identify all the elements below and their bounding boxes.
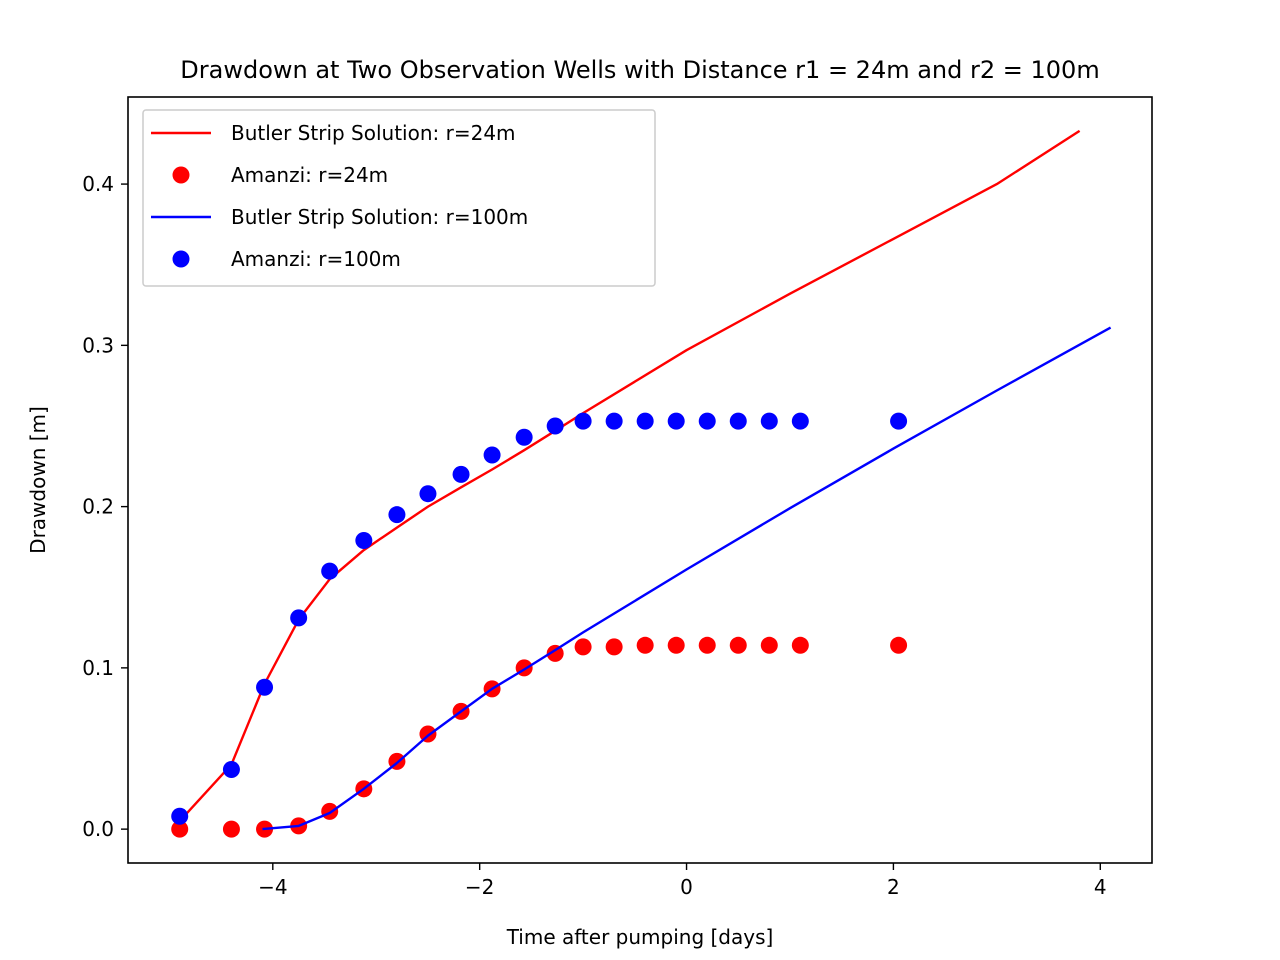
x-tick-label: 0: [680, 875, 693, 899]
scatter-series-3-point: [791, 412, 809, 430]
scatter-series-3-point: [388, 506, 406, 524]
y-tick-label: 0.0: [82, 817, 114, 841]
scatter-series-1-point: [321, 802, 339, 820]
scatter-series-3-point: [760, 412, 778, 430]
scatter-series-1-point: [222, 820, 240, 838]
legend: Butler Strip Solution: r=24m Amanzi: r=24…: [142, 109, 656, 287]
scatter-series-3-point: [636, 412, 654, 430]
x-tick-label: −4: [258, 875, 287, 899]
scatter-series-3-point: [222, 760, 240, 778]
y-tick-label: 0.2: [82, 495, 114, 519]
scatter-series-1-point: [605, 638, 623, 656]
line-series-0-line: [178, 129, 1081, 822]
scatter-series-3-point: [515, 428, 533, 446]
scatter-series-1-point: [760, 636, 778, 654]
scatter-series-3-point: [171, 807, 189, 825]
scatter-series-3-point: [452, 465, 470, 483]
scatter-series-1-point: [636, 636, 654, 654]
legend-label: Amanzi: r=100m: [231, 247, 401, 271]
legend-label: Amanzi: r=24m: [231, 163, 388, 187]
y-tick-label: 0.4: [82, 172, 114, 196]
scatter-series-3-point: [667, 412, 685, 430]
scatter-series-3-point: [729, 412, 747, 430]
x-axis-label: Time after pumping [days]: [506, 925, 774, 949]
scatter-series-1-point: [698, 636, 716, 654]
scatter-series-3-point: [483, 446, 501, 464]
legend-label: Butler Strip Solution: r=100m: [231, 205, 528, 229]
legend-marker-swatch: [172, 250, 190, 268]
series-layer: [171, 129, 1112, 838]
scatter-series-1-point: [667, 636, 685, 654]
scatter-series-3-point: [605, 412, 623, 430]
scatter-series-1-point: [546, 644, 564, 662]
legend-marker-swatch: [172, 166, 190, 184]
x-tick-label: 2: [887, 875, 900, 899]
scatter-series-3-point: [890, 412, 908, 430]
x-axis: −4 −2 0 2 4: [258, 863, 1107, 899]
scatter-series-3-point: [419, 485, 437, 503]
scatter-series-3-point: [546, 417, 564, 435]
y-axis: 0.0 0.1 0.2 0.3 0.4: [82, 172, 128, 841]
y-tick-label: 0.3: [82, 333, 114, 357]
y-axis-label: Drawdown [m]: [26, 406, 50, 554]
scatter-series-1-point: [574, 638, 592, 656]
scatter-series-1-point: [729, 636, 747, 654]
scatter-series-3-point: [321, 562, 339, 580]
chart-title: Drawdown at Two Observation Wells with D…: [180, 56, 1099, 84]
y-tick-label: 0.1: [82, 656, 114, 680]
scatter-series-1-point: [890, 636, 908, 654]
x-tick-label: −2: [465, 875, 494, 899]
x-tick-label: 4: [1094, 875, 1107, 899]
scatter-series-3-point: [574, 412, 592, 430]
scatter-series-3-point: [698, 412, 716, 430]
scatter-series-1-point: [791, 636, 809, 654]
scatter-series-3-point: [355, 531, 373, 549]
line-series-2-line: [262, 326, 1112, 831]
legend-box: [142, 109, 656, 287]
legend-label: Butler Strip Solution: r=24m: [231, 121, 516, 145]
scatter-series-1-point: [171, 820, 189, 838]
scatter-series-3-point: [256, 678, 274, 696]
scatter-series-3-point: [290, 609, 308, 627]
